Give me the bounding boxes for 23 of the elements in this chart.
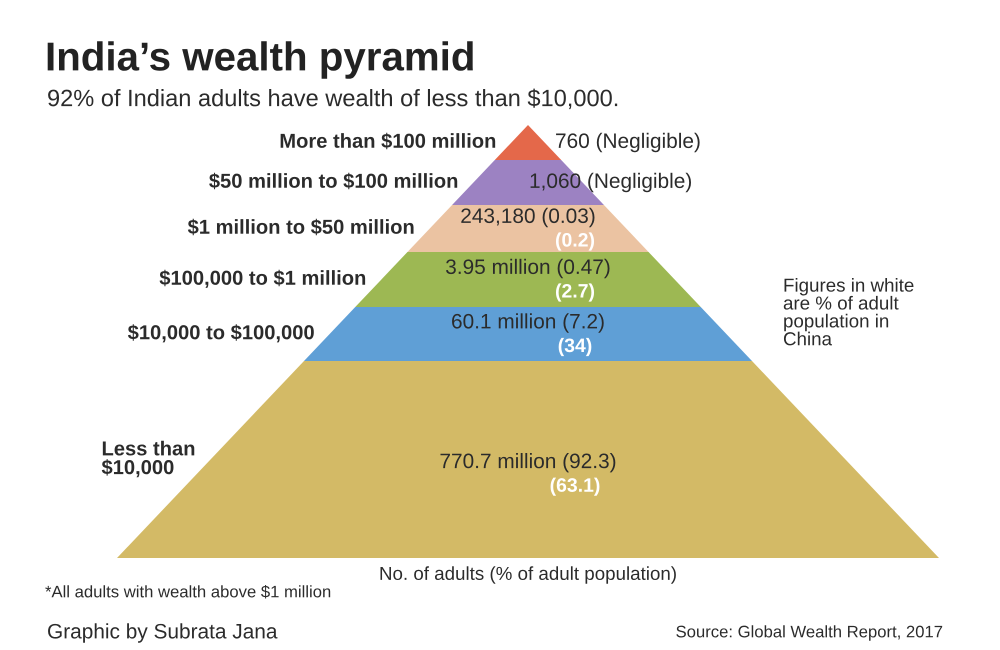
category-label: Less than $10,000 [102, 440, 194, 478]
category-label: $50 million to $100 million [209, 172, 458, 190]
data-label: 3.95 million (0.47) [446, 258, 610, 278]
text: *All adults with wealth above $1 million [45, 584, 330, 598]
category-label: $1 million to $50 million [188, 218, 414, 236]
text: Graphic by Subrata Jana [48, 623, 278, 643]
category-label: $10,000 to $100,000 [128, 324, 314, 342]
text: No. of adults (% of adult population) [380, 566, 676, 584]
data-label: (0.2) [556, 232, 594, 251]
data-label: (63.1) [550, 478, 600, 496]
data-label: (2.7) [556, 283, 594, 302]
data-label: 770.7 million (92.3) [440, 452, 616, 472]
category-label: More than $100 million [280, 132, 496, 150]
data-label: 1,060 (Negligible) [530, 172, 691, 192]
text: 92% of Indian adults have wealth of less than $10,000. [48, 88, 618, 110]
category-label: $100,000 to $1 million [160, 270, 366, 288]
text: India’s wealth pyramid [48, 41, 473, 79]
data-label: 243,180 (0.03) [461, 208, 594, 228]
data-label: 760 (Negligible) [556, 132, 700, 152]
text: Figures in white are % of adult population in China [784, 278, 914, 346]
data-label: 60.1 million (7.2) [452, 313, 604, 333]
source-note: Source: Global Wealth Report, 2017 [676, 625, 942, 641]
data-label: (34) [558, 338, 592, 356]
